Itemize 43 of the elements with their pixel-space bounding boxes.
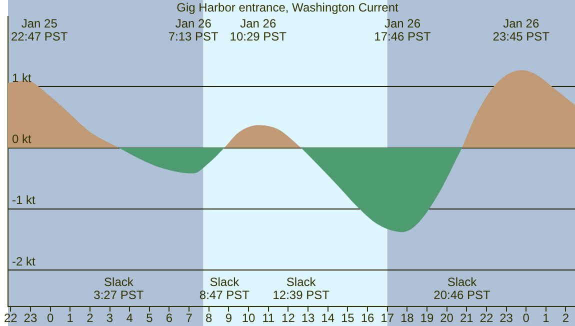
annotation: Slack 8:47 PST [199,274,250,302]
x-tick-label: 19 [420,311,434,326]
x-tick-label: 0 [46,311,54,326]
x-tick-label: 3 [106,311,114,326]
x-tick-label: 2 [562,311,570,326]
x-tick-label: 5 [146,311,154,326]
annotation: Jan 26 23:45 PST [492,16,550,44]
annotation: Slack 3:27 PST [94,274,144,302]
x-tick-label: 10 [242,311,256,326]
x-tick-label: 23 [24,311,38,326]
x-tick-label: 15 [340,311,355,326]
x-tick-label: 18 [400,311,414,326]
y-tick-label: 0 kt [12,132,32,146]
x-tick-label: 20 [440,311,454,326]
x-tick-label: 23 [500,311,514,326]
x-tick-label: 16 [360,311,374,326]
x-tick-label: 11 [262,311,275,326]
annotation: Slack 20:46 PST [434,274,492,302]
x-tick-label: 13 [301,311,316,326]
x-tick-label: 14 [321,311,335,326]
annotation: Jan 26 10:29 PST [230,16,288,44]
x-tick-label: 9 [225,311,232,326]
annotation: Slack 12:39 PST [272,274,330,302]
x-tick-label: 1 [66,311,74,326]
x-tick-label: 12 [282,311,296,326]
x-tick-label: 22 [4,311,18,326]
x-tick-label: 1 [542,311,550,326]
x-tick-label: 0 [522,311,530,326]
x-tick-label: 17 [380,311,394,326]
x-tick-label: 8 [206,311,213,326]
x-tick-label: 22 [480,311,494,326]
y-tick-label: -2 kt [12,254,36,268]
x-tick-label: 21 [460,311,474,326]
x-tick-label: 6 [166,311,173,326]
annotation: Jan 25 22:47 PST [11,16,68,44]
x-tick-label: 7 [186,311,193,326]
y-tick-label: -1 kt [12,193,36,208]
chart-title: Gig Harbor entrance, Washington Current [176,0,399,15]
y-tick-label: 1 kt [12,70,32,85]
x-tick-label: 2 [86,311,94,326]
x-tick-label: 4 [126,311,134,326]
annotation: Jan 26 17:46 PST [374,16,432,44]
annotation: Jan 26 7:13 PST [168,16,220,44]
